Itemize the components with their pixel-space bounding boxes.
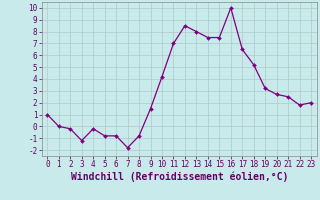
X-axis label: Windchill (Refroidissement éolien,°C): Windchill (Refroidissement éolien,°C) <box>70 172 288 182</box>
